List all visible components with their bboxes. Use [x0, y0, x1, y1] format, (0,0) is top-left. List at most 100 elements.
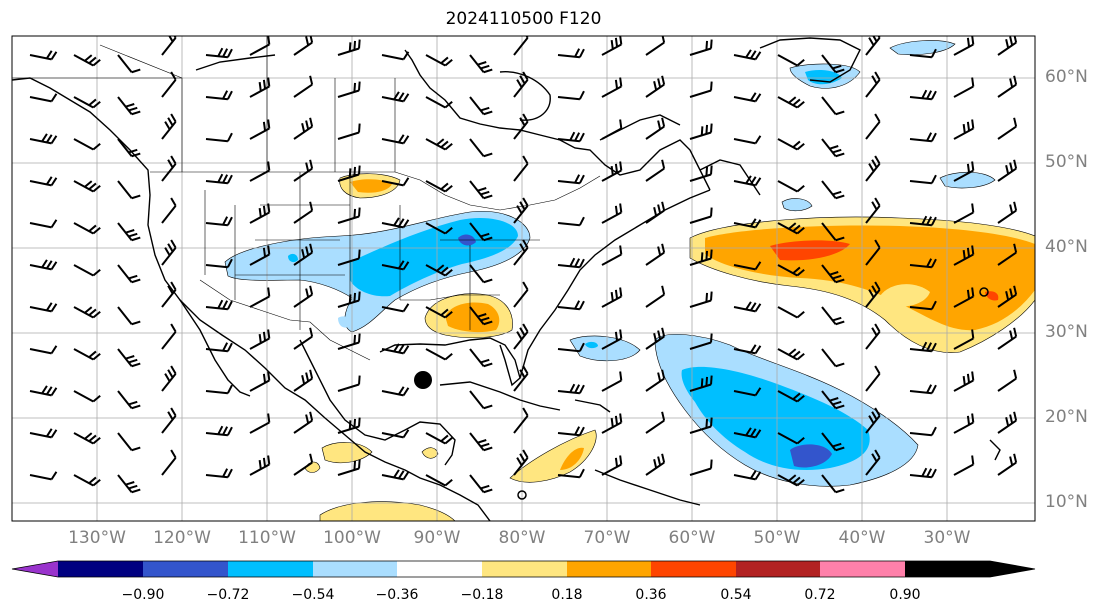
wind-barb-feather [402, 261, 410, 270]
wind-barb-feather [832, 316, 842, 322]
wind-barb-staff [689, 299, 712, 308]
wind-barb-staff [293, 293, 313, 308]
wind-barb-feather [50, 303, 58, 312]
wind-barb-feather [926, 342, 933, 352]
wind-barb-feather [574, 132, 581, 142]
wind-barb-staff [997, 461, 1017, 476]
wind-barb-feather [92, 310, 101, 319]
wind-barb-feather [835, 320, 845, 326]
wind-barb-feather [792, 98, 801, 106]
wind-barb-feather [393, 91, 400, 100]
wind-barb-feather [262, 247, 267, 257]
wind-barb-staff [337, 383, 360, 392]
wind-barb-feather [657, 330, 662, 340]
wind-barb-feather [930, 48, 937, 58]
wind-barb-feather [926, 216, 933, 226]
wind-barb-staff [29, 474, 52, 481]
wind-barb-staff [469, 54, 485, 73]
wind-barb-feather [358, 375, 361, 385]
wind-barb-staff [777, 222, 798, 235]
wind-barb-staff [425, 222, 446, 235]
wind-barb-staff [381, 390, 404, 397]
wind-barb-feather [92, 352, 101, 361]
wind-barb-staff [249, 379, 270, 392]
wind-barb-staff [601, 127, 622, 140]
wind-barb-staff [953, 169, 974, 182]
wind-barb-feather [483, 68, 493, 74]
wind-barb-feather [835, 278, 845, 284]
wind-barb-staff [469, 390, 485, 409]
wind-barb-feather [480, 484, 490, 490]
wind-barb-feather [480, 316, 490, 322]
wind-barb-feather [88, 434, 97, 442]
wind-barb-feather [519, 453, 526, 463]
wind-barb-feather [614, 415, 619, 425]
wind-barb-feather [619, 413, 623, 423]
wind-barb-feather [440, 140, 449, 148]
wind-barb-feather [710, 81, 713, 91]
wind-barb-feather [1005, 417, 1010, 427]
wind-barb-staff [73, 138, 94, 151]
wind-barb-staff [205, 222, 228, 227]
wind-barb-staff [513, 373, 529, 392]
wind-barb-staff [821, 222, 837, 241]
wind-barb-feather [131, 194, 141, 200]
wind-barb-feather [1013, 327, 1018, 337]
wind-barb-staff [689, 173, 712, 182]
wind-barb-feather [710, 291, 713, 301]
wind-barb-staff [865, 331, 881, 350]
wind-barb-staff [997, 377, 1017, 392]
wind-barb-feather [444, 478, 453, 487]
wind-barb-feather [88, 98, 97, 106]
wind-barb-feather [619, 329, 623, 339]
wind-barb-feather [168, 36, 174, 43]
wind-barb-staff [821, 474, 837, 493]
wind-barb-feather [226, 48, 233, 58]
wind-barb-feather [444, 226, 453, 235]
wind-barb-staff [337, 47, 360, 56]
wind-barb-feather [754, 135, 762, 144]
wind-barb-feather [170, 323, 177, 333]
wind-barb-feather [749, 344, 757, 353]
wind-barb-feather [749, 470, 757, 479]
wind-barb-feather [574, 258, 581, 268]
wind-barb-staff [953, 295, 974, 308]
wind-barb-feather [397, 470, 405, 479]
wind-barb-feather [657, 204, 662, 214]
wind-barb-staff [601, 169, 622, 182]
wind-barb-staff [73, 180, 94, 193]
wind-barb-feather [874, 323, 881, 333]
wind-barb-feather [971, 287, 975, 297]
wind-barb-staff [777, 180, 798, 193]
wind-barb-staff [645, 83, 665, 98]
wind-barb-feather [309, 159, 314, 169]
wind-barb-staff [777, 54, 798, 67]
wind-barb-feather [393, 469, 400, 478]
wind-barb-feather [226, 174, 233, 184]
wind-barb-feather [868, 415, 875, 424]
wind-barb-staff [601, 211, 622, 224]
wind-barb-feather [835, 488, 845, 494]
wind-barb-staff [29, 390, 52, 397]
wind-barb-feather [661, 327, 666, 337]
wind-barb-feather [267, 203, 271, 213]
wind-barb-feather [921, 341, 928, 351]
wind-barb-staff [777, 138, 798, 151]
wind-barb-staff [777, 348, 798, 361]
wind-barb-feather [930, 90, 937, 100]
wind-barb-staff [161, 37, 177, 56]
wind-barb-feather [516, 205, 523, 214]
wind-barb-staff [953, 85, 974, 98]
colorbar-outline [11, 560, 1036, 578]
wind-barb-feather [125, 229, 135, 234]
wind-barb-staff [29, 432, 52, 439]
wind-barb-staff [997, 209, 1017, 224]
wind-barb-staff [337, 257, 360, 266]
map-title: 2024110500 F120 [445, 9, 602, 29]
wind-barb-staff [645, 461, 665, 476]
wind-barb-feather [874, 449, 881, 459]
wind-barb-staff [601, 421, 622, 434]
wind-barbs [29, 36, 1018, 494]
wind-barb-feather [50, 471, 58, 480]
wind-barb-feather [84, 180, 93, 188]
